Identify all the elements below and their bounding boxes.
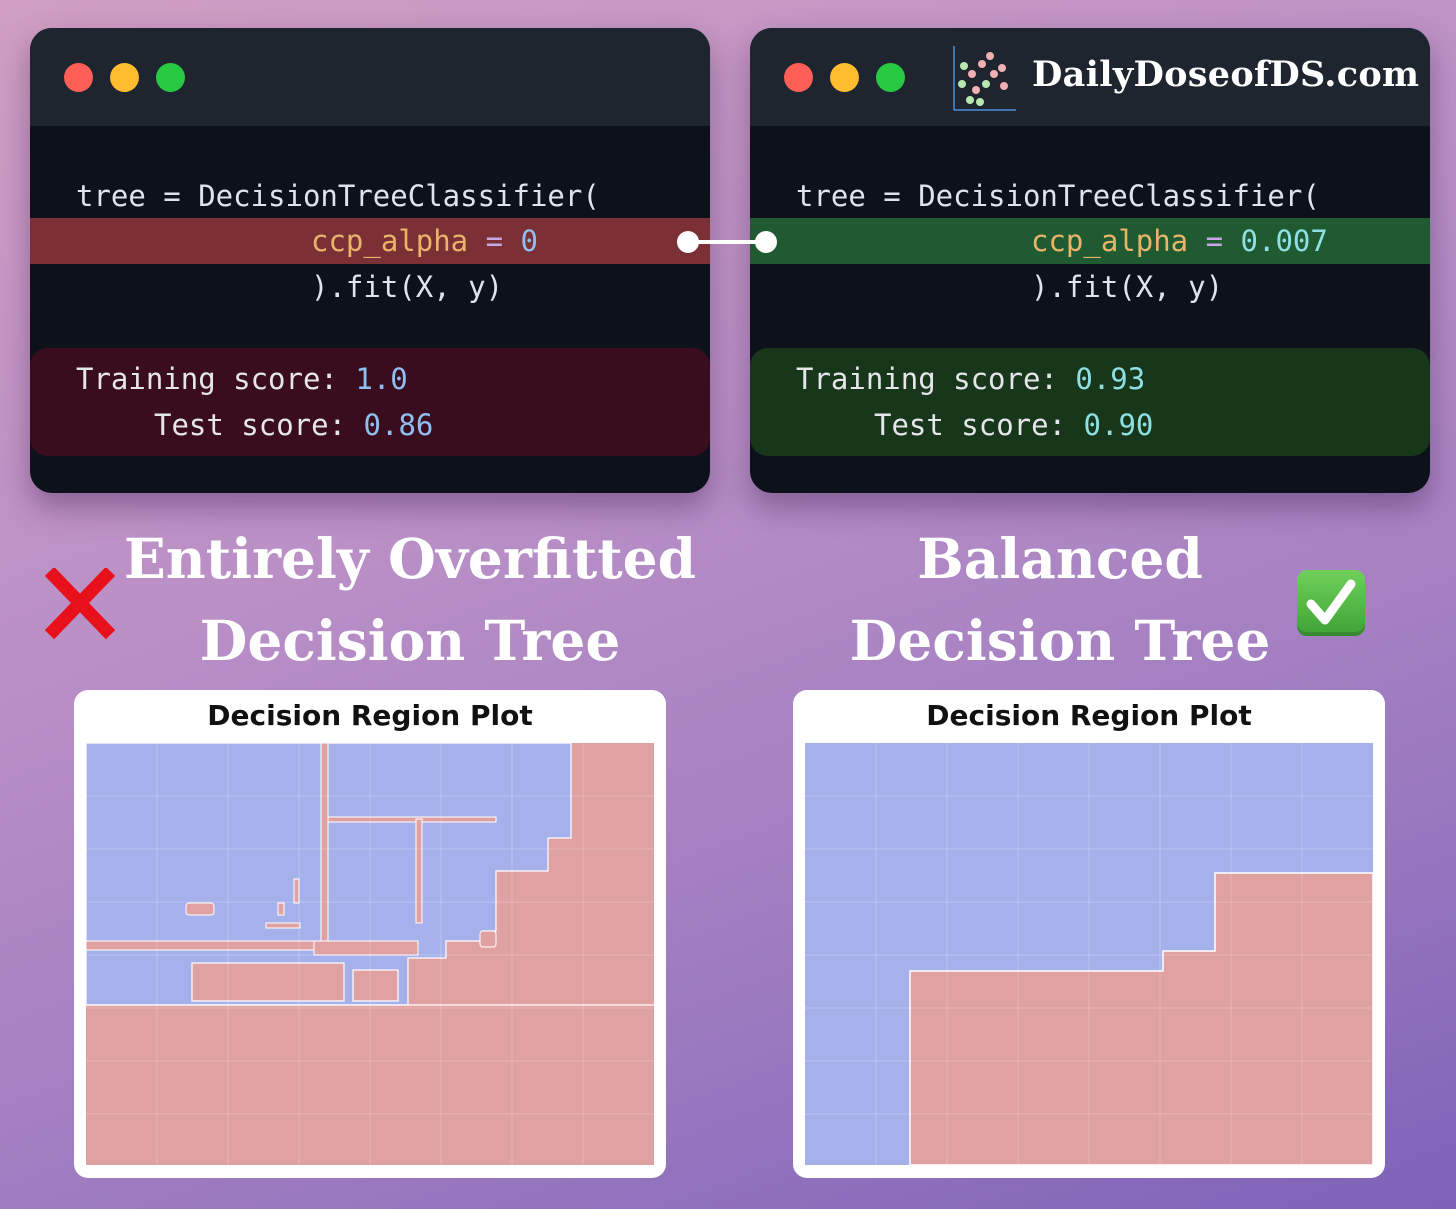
- comparison-connector: [688, 240, 766, 244]
- plot-grid: [805, 743, 1373, 1165]
- maximize-window-button[interactable]: [156, 63, 185, 92]
- plot-title: Decision Region Plot: [207, 699, 533, 732]
- window-titlebar: [30, 28, 710, 126]
- minimize-window-button[interactable]: [110, 63, 139, 92]
- code-line-3: ).fit(X, y): [1031, 270, 1224, 304]
- region-red-block-2: [352, 969, 399, 1002]
- heading-balanced-line1: Balanced: [917, 526, 1203, 591]
- code-line-3: ).fit(X, y): [311, 270, 504, 304]
- code-window-left: tree = DecisionTreeClassifier( ccp_alpha…: [30, 28, 710, 493]
- plot-grid: [86, 743, 654, 1165]
- region-red-island-1: [185, 902, 215, 916]
- code-line-1: tree = DecisionTreeClassifier(: [76, 179, 600, 213]
- maximize-window-button[interactable]: [876, 63, 905, 92]
- close-window-button[interactable]: [784, 63, 813, 92]
- score-output-box: Training score: 1.0 Test score: 0.86: [30, 348, 710, 456]
- score-output-box: Training score: 0.93 Test score: 0.90: [750, 348, 1430, 456]
- heading-overfitted-line1: Entirely Overfitted: [123, 526, 697, 591]
- region-red-block-1: [191, 962, 345, 1002]
- code-line-param-highlighted: ccp_alpha = 0: [30, 218, 710, 264]
- heading-overfitted-line2: Decision Tree: [199, 608, 621, 673]
- test-score: Test score: 0.86: [154, 408, 434, 442]
- decision-region-canvas: [86, 743, 654, 1165]
- region-red-island-5: [313, 940, 419, 956]
- region-red-vertical-2: [415, 818, 423, 924]
- plot-title: Decision Region Plot: [926, 699, 1252, 732]
- window-titlebar: [750, 28, 1430, 126]
- connector-dot-left: [677, 231, 699, 253]
- cross-mark-icon: [44, 568, 116, 640]
- region-red-island-6: [479, 930, 497, 948]
- decision-region-plot-left: Decision Region Plot: [74, 690, 666, 1178]
- region-red-vertical-1: [320, 743, 329, 949]
- brand-name: DailyDoseofDS.com: [1032, 54, 1420, 95]
- region-red-horizontal: [327, 816, 497, 823]
- code-line-param-highlighted: ccp_alpha = 0.007: [750, 218, 1430, 264]
- decision-region-plot-right: Decision Region Plot: [793, 690, 1385, 1178]
- region-red-strip: [86, 940, 327, 951]
- region-red-island-4: [265, 922, 301, 929]
- test-score: Test score: 0.90: [874, 408, 1154, 442]
- region-red-island-3: [277, 902, 285, 916]
- region-red-island-2: [293, 878, 300, 904]
- connector-dot-right: [755, 231, 777, 253]
- region-red-main: [909, 872, 1373, 1165]
- decision-region-canvas: [805, 743, 1373, 1165]
- heading-balanced-line2: Decision Tree: [849, 608, 1271, 673]
- minimize-window-button[interactable]: [830, 63, 859, 92]
- training-score: Training score: 1.0: [76, 362, 408, 396]
- code-line-1: tree = DecisionTreeClassifier(: [796, 179, 1320, 213]
- training-score: Training score: 0.93: [796, 362, 1146, 396]
- check-mark-icon: [1297, 570, 1365, 636]
- close-window-button[interactable]: [64, 63, 93, 92]
- brand-logo-icon: [953, 46, 1016, 111]
- code-window-right: tree = DecisionTreeClassifier( ccp_alpha…: [750, 28, 1430, 493]
